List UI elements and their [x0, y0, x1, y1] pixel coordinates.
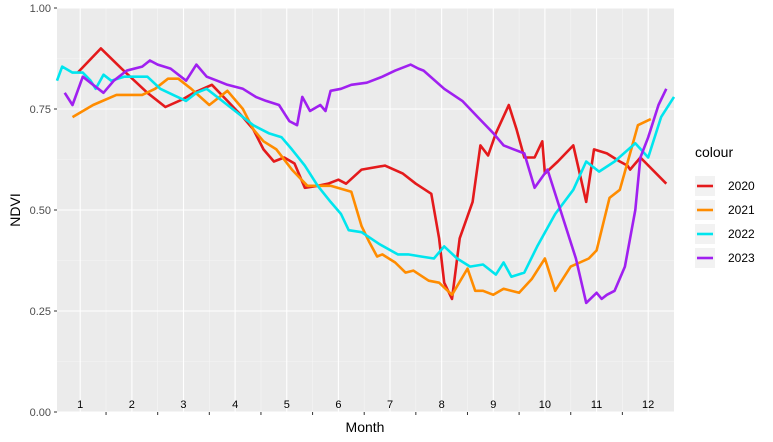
- x-tick-label: 10: [539, 399, 551, 411]
- x-tick-label: 9: [490, 399, 496, 411]
- legend-title: colour: [695, 144, 733, 160]
- x-tick-label: 3: [180, 399, 186, 411]
- y-tick-label: 0.25: [30, 306, 51, 318]
- legend-label-2020: 2020: [728, 179, 755, 193]
- x-tick-label: 5: [284, 399, 290, 411]
- x-tick-label: 1: [77, 399, 83, 411]
- y-tick-label: 0.75: [30, 104, 51, 116]
- x-axis-title: Month: [346, 419, 385, 435]
- x-tick-label: 2: [129, 399, 135, 411]
- y-axis: 0.00 0.25 0.50 0.75 1.00: [30, 3, 57, 419]
- series-line-2023: [63, 59, 668, 305]
- legend-label-2021: 2021: [728, 203, 755, 217]
- y-axis-title: NDVI: [7, 193, 23, 226]
- series-line-2020: [76, 47, 668, 301]
- x-tick-label: 7: [387, 399, 393, 411]
- series-line-2021: [71, 77, 652, 297]
- legend: colour 2020 2021 2022 2023: [695, 144, 755, 268]
- x-tick-label: 6: [335, 399, 341, 411]
- y-tick-label: 1.00: [30, 3, 51, 15]
- x-tick-label: 11: [591, 399, 602, 411]
- major-gridlines: [57, 7, 674, 413]
- x-tick-label: 8: [439, 399, 445, 411]
- legend-label-2023: 2023: [728, 251, 755, 265]
- legend-label-2022: 2022: [728, 227, 755, 241]
- x-tick-label: 12: [642, 399, 654, 411]
- series-line-2022: [55, 65, 676, 278]
- y-tick-label: 0.00: [30, 407, 51, 419]
- x-tick-label: 4: [232, 399, 238, 411]
- series-lines: [55, 47, 676, 305]
- y-tick-label: 0.50: [30, 205, 51, 217]
- x-tick-labels: 1 2 3 4 5 6 7 8 9 10 11 12: [77, 399, 654, 415]
